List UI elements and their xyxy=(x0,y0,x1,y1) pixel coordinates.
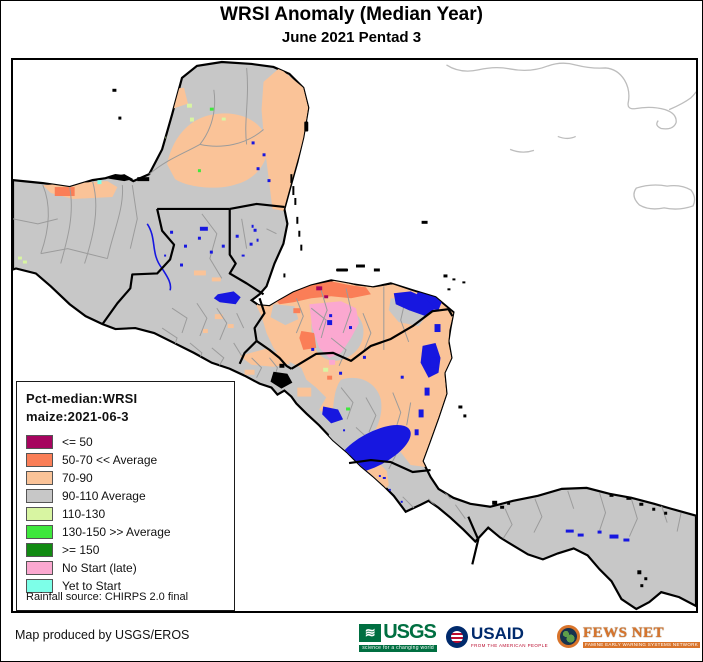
fewsnet-logo: FEWS NET FAMINE EARLY WARNING SYSTEMS NE… xyxy=(557,625,700,648)
country-borders xyxy=(101,202,480,565)
legend-item: Yet to Start xyxy=(26,577,234,595)
legend-swatch xyxy=(26,561,53,575)
legend-label: Yet to Start xyxy=(62,579,121,593)
map-credit: Map produced by USGS/EROS xyxy=(15,628,190,642)
footer-logos: ≋ USGS science for a changing world USAI… xyxy=(359,621,700,652)
usaid-logo: USAID FROM THE AMERICAN PEOPLE xyxy=(445,624,549,648)
legend-title-line2: maize:2021-06-3 xyxy=(26,409,129,424)
legend-swatch xyxy=(26,435,53,449)
legend-item: 130-150 >> Average xyxy=(26,523,234,541)
legend-item: 70-90 xyxy=(26,469,234,487)
legend-item: 50-70 << Average xyxy=(26,451,234,469)
legend-swatch xyxy=(26,507,53,521)
legend-label: No Start (late) xyxy=(62,561,137,575)
island-marks xyxy=(105,88,668,588)
legend-swatch xyxy=(26,525,53,539)
legend-item: 110-130 xyxy=(26,505,234,523)
legend-items: <= 50 50-70 << Average 70-90 90-110 Aver… xyxy=(26,433,234,595)
legend-swatch xyxy=(26,543,53,557)
legend-swatch xyxy=(26,489,53,503)
fewsnet-wordmark: FEWS NET xyxy=(583,624,665,641)
legend-title-line1: Pct-median:WRSI xyxy=(26,391,138,406)
usaid-wordmark: USAID xyxy=(470,624,524,643)
neighbor-coastlines xyxy=(446,62,696,210)
header: WRSI Anomaly (Median Year) June 2021 Pen… xyxy=(1,3,702,49)
legend-label: 130-150 >> Average xyxy=(62,525,171,539)
footer: Map produced by USGS/EROS ≋ USGS science… xyxy=(1,614,702,661)
legend-label: >= 150 xyxy=(62,543,100,557)
map-canvas: Pct-median:WRSI maize:2021-06-3 <= 50 50… xyxy=(11,58,698,613)
legend-item: No Start (late) xyxy=(26,559,234,577)
map-legend: Pct-median:WRSI maize:2021-06-3 <= 50 50… xyxy=(16,381,235,611)
fewsnet-globe-icon xyxy=(557,625,581,648)
legend-label: 110-130 xyxy=(62,507,106,521)
usgs-wordmark: USGS xyxy=(383,621,437,643)
legend-label: 90-110 Average xyxy=(62,489,146,503)
legend-item: 90-110 Average xyxy=(26,487,234,505)
page-subtitle: June 2021 Pentad 3 xyxy=(281,29,422,46)
legend-swatch xyxy=(26,579,53,593)
legend-item: >= 150 xyxy=(26,541,234,559)
usgs-logo: ≋ USGS science for a changing world xyxy=(359,621,437,652)
usaid-tagline: FROM THE AMERICAN PEOPLE xyxy=(470,643,549,648)
legend-item: <= 50 xyxy=(26,433,234,451)
page-title: WRSI Anomaly (Median Year) xyxy=(220,4,483,25)
rainfall-source-note: Rainfall source: CHIRPS 2.0 final xyxy=(26,591,189,603)
legend-label: 50-70 << Average xyxy=(62,453,158,467)
usaid-seal-icon xyxy=(445,625,468,648)
legend-label: 70-90 xyxy=(62,471,93,485)
central-america-map xyxy=(13,60,696,611)
usgs-tagline: science for a changing world xyxy=(359,645,437,652)
legend-label: <= 50 xyxy=(62,435,93,449)
fewsnet-tagline: FAMINE EARLY WARNING SYSTEMS NETWORK xyxy=(583,641,700,648)
legend-swatch xyxy=(26,453,53,467)
usgs-wave-icon: ≋ xyxy=(359,623,382,642)
legend-swatch xyxy=(26,471,53,485)
anomaly-patches xyxy=(13,67,682,602)
